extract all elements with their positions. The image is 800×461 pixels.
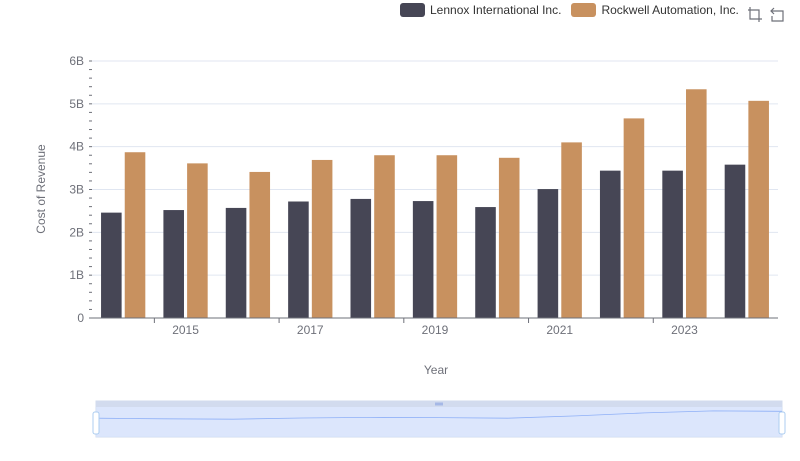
legend-swatch-rockwell (571, 3, 597, 17)
legend-swatch-lennox (400, 3, 425, 17)
bar-lennox-2024[interactable] (724, 164, 746, 318)
data-zoom-handle-left[interactable] (92, 411, 100, 435)
legend-item-rockwell[interactable]: Rockwell Automation, Inc. (571, 3, 739, 17)
y-minor-ticks (89, 60, 92, 319)
data-zoom-preview-line (95, 410, 783, 420)
bar-lennox-2023[interactable] (662, 170, 683, 318)
y-axis-title: Cost of Revenue (34, 144, 48, 234)
x-axis-tick-labels: 2015 2017 2019 2021 2023 (172, 323, 698, 337)
bar-rockwell-2024[interactable] (748, 100, 769, 319)
data-zoom-handle-right[interactable] (778, 411, 786, 435)
x-axis-title: Year (424, 363, 448, 377)
bar-rockwell-2019[interactable] (436, 155, 458, 318)
zoom-icon[interactable] (747, 6, 763, 22)
bar-rockwell-2018[interactable] (374, 155, 395, 318)
bar-rockwell-2022[interactable] (623, 118, 645, 318)
bar-lennox-2021[interactable] (537, 189, 559, 318)
bar-lennox-2014[interactable] (101, 212, 122, 318)
bar-lennox-2022[interactable] (599, 170, 621, 318)
y-tick-label: 6B (69, 54, 84, 68)
bar-rockwell-2014[interactable] (124, 152, 146, 318)
y-tick-label: 5B (69, 97, 84, 111)
y-axis-tick-labels: 0 1B 2B 3B 4B 5B 6B (69, 54, 84, 325)
x-tick-label: 2017 (297, 323, 324, 337)
legend-item-lennox[interactable]: Lennox International Inc. (400, 3, 561, 17)
bar-rockwell-2021[interactable] (561, 142, 582, 318)
bar-lennox-2016[interactable] (225, 207, 247, 318)
bar-rockwell-2023[interactable] (686, 89, 707, 319)
y-tick-label: 1B (69, 268, 84, 282)
bar-lennox-2020[interactable] (475, 207, 496, 318)
x-axis-ticks (153, 318, 654, 323)
x-tick-label: 2021 (546, 323, 573, 337)
bar-rockwell-2015[interactable] (187, 163, 208, 318)
x-tick-label: 2023 (671, 323, 698, 337)
data-zoom-slider[interactable] (92, 400, 786, 438)
x-tick-label: 2019 (422, 323, 449, 337)
y-tick-label: 4B (69, 140, 84, 154)
zoom-reset-icon[interactable] (769, 6, 785, 22)
data-zoom-move-handle[interactable] (435, 402, 443, 406)
bar-lennox-2017[interactable] (288, 201, 309, 318)
y-tick-label: 2B (69, 225, 84, 239)
legend-label-lennox: Lennox International Inc. (430, 3, 562, 17)
bar-lennox-2019[interactable] (412, 201, 434, 318)
bar-rockwell-2020[interactable] (498, 157, 520, 318)
legend: Lennox International Inc. Rockwell Autom… (400, 3, 749, 17)
y-tick-label: 0 (77, 311, 84, 325)
x-tick-label: 2015 (172, 323, 199, 337)
bar-lennox-2018[interactable] (350, 198, 372, 318)
legend-label-rockwell: Rockwell Automation, Inc. (601, 3, 739, 17)
bar-rockwell-2017[interactable] (311, 159, 333, 318)
toolbox (747, 6, 791, 22)
bars (101, 89, 769, 319)
bar-lennox-2015[interactable] (163, 210, 184, 318)
bar-rockwell-2016[interactable] (249, 171, 271, 318)
y-tick-label: 3B (69, 183, 84, 197)
